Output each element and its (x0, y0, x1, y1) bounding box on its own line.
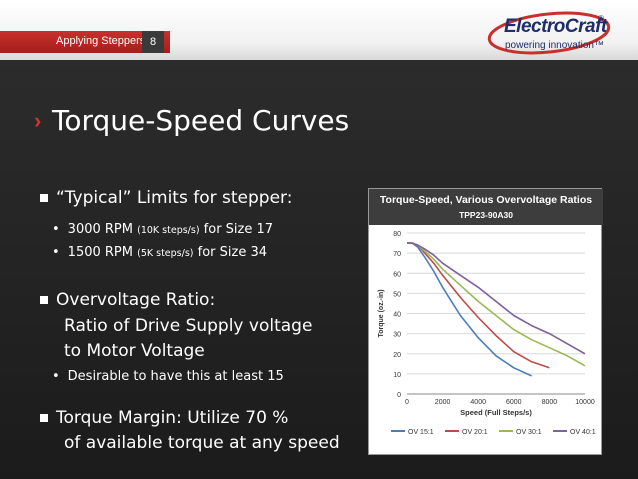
x-tick-label: 8000 (542, 399, 558, 406)
logo-tagline: powering innovation™ (505, 40, 604, 51)
bullet-overvoltage: Overvoltage Ratio: (40, 290, 215, 310)
legend-label: OV 20:1 (462, 429, 488, 436)
electrocraft-logo-swoosh (487, 11, 611, 55)
legend-label: OV 30:1 (516, 429, 542, 436)
y-tick-label: 40 (393, 312, 401, 319)
bullet-square-icon (40, 414, 48, 422)
legend-label: OV 40:1 (570, 429, 596, 436)
torque-speed-chart: 0 10 20 30 40 50 60 70 80 0 2000 4000 6000 8000 10000 S… (378, 231, 596, 436)
bullet-torque-margin-line2: of available torque at any speed (64, 433, 340, 453)
y-tick-label: 0 (397, 392, 401, 399)
y-tick-label: 60 (393, 271, 401, 278)
title-arrow-icon: › (34, 108, 42, 133)
series-line-ov-30-1 (407, 242, 586, 367)
section-label: Applying Steppers (56, 35, 146, 47)
series-line-ov-15-1 (407, 242, 532, 377)
y-tick-label: 20 (393, 352, 401, 359)
x-axis-title: Speed (Full Steps/s) (460, 408, 532, 417)
logo-name: ElectroCraft (504, 16, 607, 37)
chart-title-bar (369, 189, 603, 225)
x-tick-label: 0 (405, 399, 409, 406)
slide-title: Torque-Speed Curves (52, 104, 350, 137)
bullet-torque-margin: Torque Margin: Utilize 70 % (40, 408, 288, 428)
bullet-overvoltage-line3: to Motor Voltage (64, 341, 205, 361)
y-tick-label: 70 (393, 251, 401, 258)
x-tick-label: 2000 (435, 399, 451, 406)
series-line-ov-40-1 (407, 242, 586, 355)
page-number: 8 (142, 31, 164, 53)
x-tick-label: 10000 (575, 399, 595, 406)
y-axis-title: Torque (oz.-in) (378, 289, 385, 337)
chart-title: Torque-Speed, Various Overvoltage Ratios (379, 194, 593, 206)
x-tick-label: 6000 (506, 399, 522, 406)
legend-label: OV 15:1 (408, 429, 434, 436)
bullet-dot-icon: • (52, 222, 60, 237)
sub-bullet-desirable: • Desirable to have this at least 15 (52, 369, 284, 384)
sub-bullet-size34: • 1500 RPM (5K steps/s) for Size 34 (52, 245, 267, 260)
y-tick-label: 50 (393, 291, 401, 298)
sub-bullet-size17: • 3000 RPM (10K steps/s) for Size 17 (52, 222, 274, 237)
bullet-square-icon (40, 296, 48, 304)
bullet-overvoltage-line2: Ratio of Drive Supply voltage (64, 316, 313, 336)
bullet-dot-icon: • (52, 245, 60, 260)
y-tick-label: 30 (393, 332, 401, 339)
section-tab (0, 31, 170, 53)
bullet-square-icon (40, 194, 48, 202)
chart-subtitle: TPP23-90A30 (459, 210, 513, 220)
bullet-dot-icon: • (52, 369, 60, 384)
y-tick-label: 10 (393, 372, 401, 379)
bullet-typical-limits: “Typical” Limits for stepper: (40, 188, 292, 208)
x-tick-label: 4000 (470, 399, 486, 406)
y-tick-label: 80 (393, 231, 401, 238)
logo-registered-mark: ® (598, 14, 604, 23)
chart-panel: Torque-Speed, Various Overvoltage Ratios… (368, 188, 603, 455)
